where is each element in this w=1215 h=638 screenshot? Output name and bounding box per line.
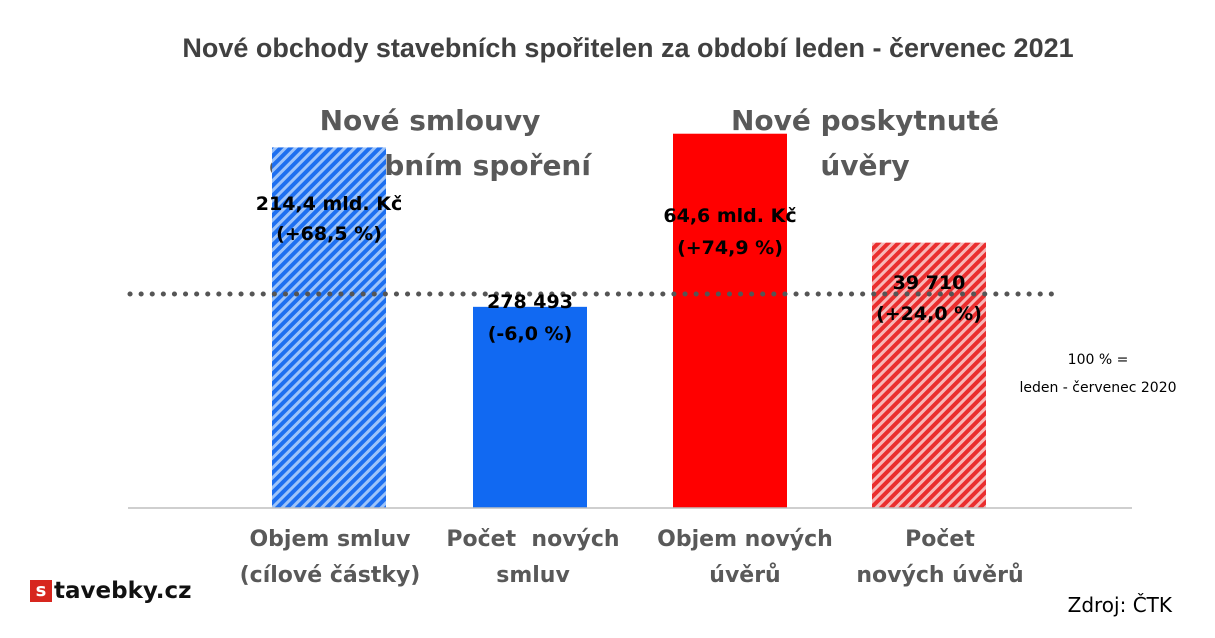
data-label-4-line2: (+24,0 %) xyxy=(876,303,982,325)
logo-mark: s xyxy=(30,580,52,602)
category-label-4-line2: nových úvěrů xyxy=(856,563,1023,588)
category-label-4-line1: Počet xyxy=(905,527,975,552)
data-label-2-line1: 278 493 xyxy=(487,291,573,313)
category-label-2-line2: smluv xyxy=(496,563,570,588)
logo: s tavebky.cz xyxy=(30,578,192,604)
bar-2 xyxy=(473,306,587,508)
data-label-2-line2: (-6,0 %) xyxy=(488,323,573,345)
category-label-3-line1: Objem nových xyxy=(657,527,833,552)
bar-3 xyxy=(673,133,787,509)
group-title-contracts-line1: Nové smlouvy xyxy=(320,104,541,137)
group-title-loans-line2: úvěry xyxy=(820,149,909,182)
data-label-1-line2: (+68,5 %) xyxy=(276,223,382,245)
category-label-1-line1: Objem smluv xyxy=(249,527,411,552)
bar-4 xyxy=(872,242,986,508)
data-label-3-line1: 64,6 mld. Kč xyxy=(663,205,796,227)
reference-label-line1: 100 % = xyxy=(1068,352,1129,368)
data-label-4-line1: 39 710 xyxy=(893,272,966,294)
logo-text: tavebky.cz xyxy=(54,578,192,604)
data-label-1-line1: 214,4 mld. Kč xyxy=(256,193,402,215)
chart-title: Nové obchody stavebních spořitelen za ob… xyxy=(182,33,1073,63)
group-title-loans-line1: Nové poskytnuté xyxy=(731,104,999,137)
bars-layer xyxy=(272,133,986,509)
category-label-1-line2: (cílové částky) xyxy=(240,563,421,588)
bar-1 xyxy=(272,147,386,508)
reference-label-line2: leden - červenec 2020 xyxy=(1019,380,1176,396)
category-label-3-line2: úvěrů xyxy=(709,563,780,588)
category-label-2-line1: Počet nových xyxy=(446,527,619,552)
data-label-3-line2: (+74,9 %) xyxy=(677,237,783,259)
source-note: Zdroj: ČTK xyxy=(1068,593,1173,617)
